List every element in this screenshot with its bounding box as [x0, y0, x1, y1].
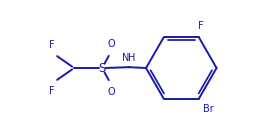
- Text: N: N: [122, 53, 129, 63]
- Text: S: S: [99, 61, 106, 75]
- Text: Br: Br: [203, 104, 214, 114]
- Text: F: F: [49, 40, 55, 50]
- Text: O: O: [108, 39, 115, 49]
- Text: H: H: [128, 53, 135, 63]
- Text: F: F: [198, 21, 203, 31]
- Text: O: O: [108, 87, 115, 97]
- Text: F: F: [49, 86, 55, 96]
